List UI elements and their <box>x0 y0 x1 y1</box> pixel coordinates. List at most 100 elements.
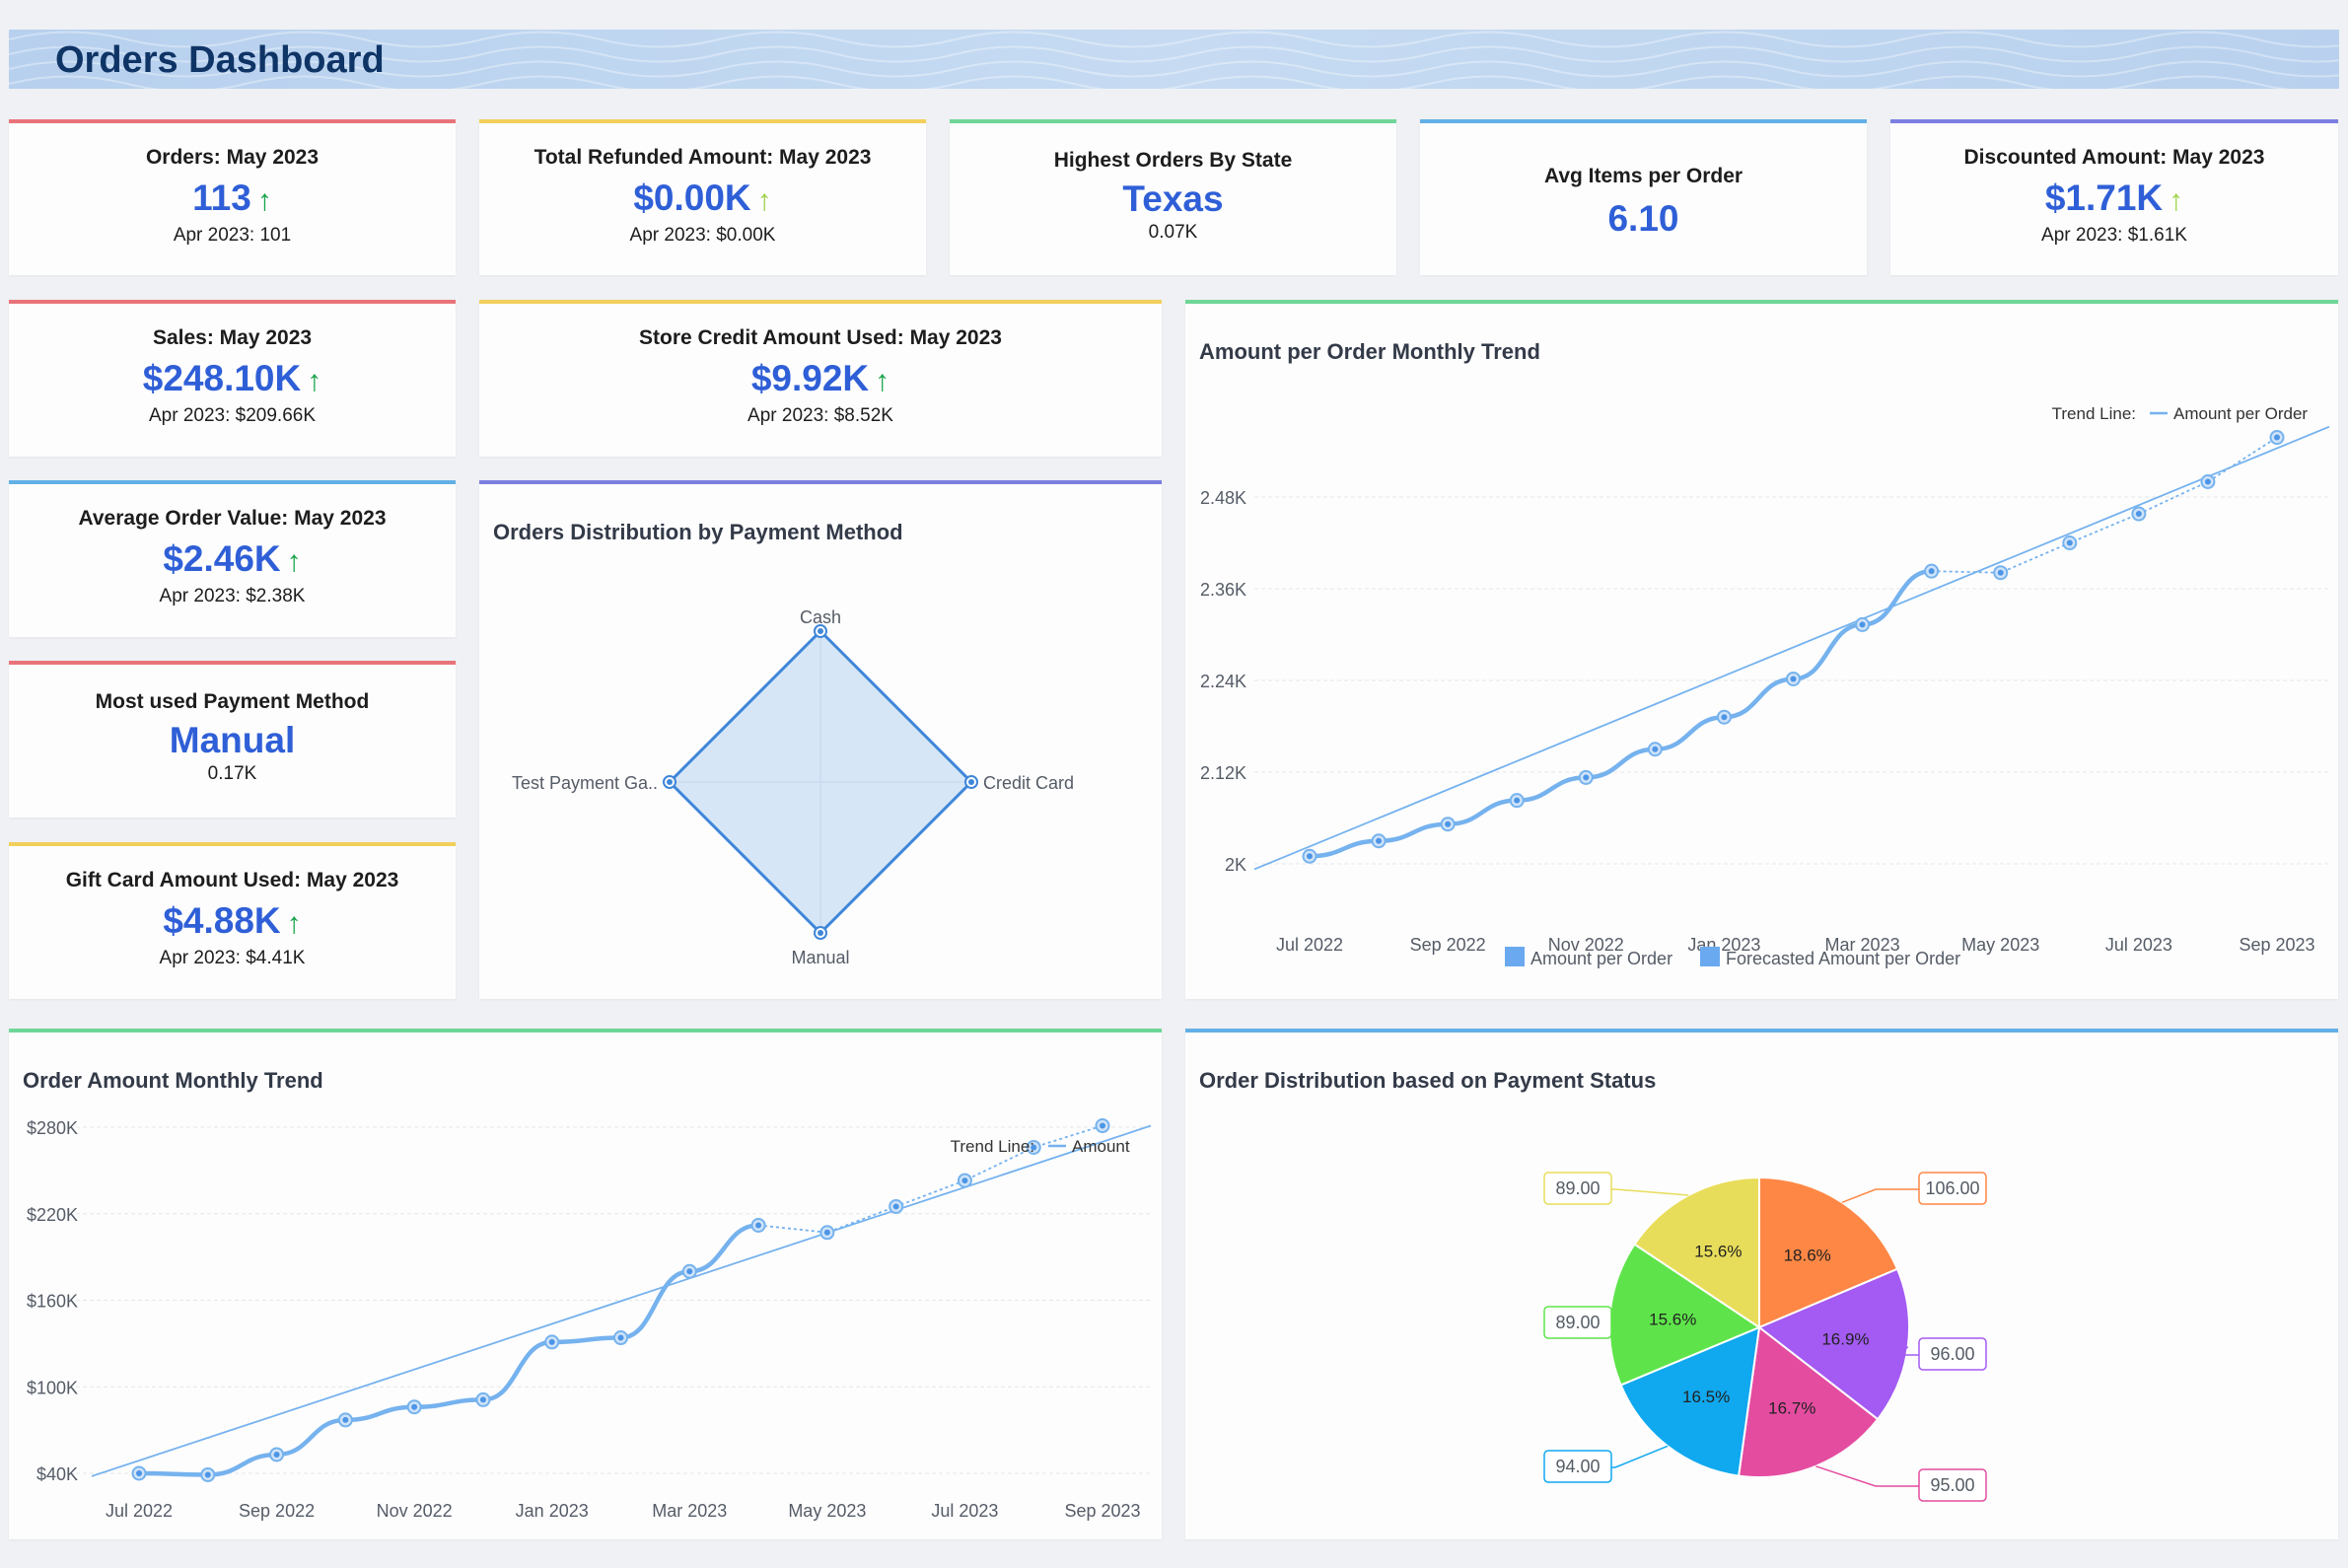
kpi-card-orders[interactable]: Orders: May 2023 113 ↑ Apr 2023: 101 <box>9 119 456 275</box>
data-point-core <box>273 1451 280 1458</box>
trend-line <box>1253 425 2330 871</box>
pie-slice <box>1758 1176 1899 1329</box>
legend-swatch <box>1700 947 1720 966</box>
x-tick-label: Jul 2023 <box>931 1501 998 1521</box>
pie-value-box <box>1918 1172 1987 1205</box>
series-line-actual <box>1309 568 1932 859</box>
kpi-title: Orders: May 2023 <box>145 146 320 169</box>
kpi-card-payment-method[interactable]: Most used Payment Method Manual 0.17K <box>9 661 456 818</box>
kpi-card-aov[interactable]: Average Order Value: May 2023 $2.46K ↑ Ap… <box>9 480 456 637</box>
data-point-core <box>1445 820 1452 827</box>
kpi-card-highest-state[interactable]: Highest Orders By State Texas 0.07K <box>950 119 1396 275</box>
chart-title: Order Distribution based on Payment Stat… <box>1199 1068 1657 1093</box>
pie-chart: 18.6% 106.00 16.9% 96.00 16.7% 95.00 16.5% 94.0… <box>1543 1172 1987 1502</box>
amount-per-order-trend-card[interactable]: Amount per Order Monthly Trend 2K 2.12K 2.… <box>1185 300 2338 999</box>
x-tick-label: Jul 2022 <box>106 1501 173 1521</box>
data-point-core <box>2066 539 2073 546</box>
data-point-core <box>342 1416 349 1423</box>
kpi-value: 6.10 <box>1607 198 1679 239</box>
x-tick-label: Mar 2023 <box>1825 935 1900 955</box>
pie-callout-line <box>1611 1445 1669 1468</box>
data-point-core <box>548 1338 555 1345</box>
radar-area <box>667 628 974 936</box>
pie-value-box <box>1918 1337 1987 1371</box>
data-point-core <box>204 1471 211 1478</box>
trend-line <box>91 1124 1152 1477</box>
data-point-core <box>136 1470 142 1476</box>
data-point-core <box>411 1403 418 1410</box>
pie-callout-line <box>1815 1465 1919 1487</box>
up-arrow-icon: ↑ <box>2169 184 2184 217</box>
series-line-forecast <box>1931 436 2278 574</box>
radar-point-core <box>667 779 673 785</box>
up-arrow-icon: ↑ <box>256 184 272 217</box>
dashboard-header: Orders Dashboard <box>9 30 2339 89</box>
pie-callout-line <box>1897 1346 1919 1356</box>
kpi-title: Discounted Amount: May 2023 <box>1963 146 2265 169</box>
y-tick-label: 2.24K <box>1200 672 1246 691</box>
x-tick-label: Sep 2023 <box>1064 1501 1140 1521</box>
kpi-previous: Apr 2023: 101 <box>173 225 292 246</box>
trend-legend-series: Amount per Order <box>2173 404 2308 423</box>
kpi-card-refunded[interactable]: Total Refunded Amount: May 2023 $0.00K ↑ … <box>479 119 926 275</box>
y-tick-label: 2.48K <box>1200 488 1246 508</box>
kpi-value: $248.10K <box>142 358 302 398</box>
data-point-core <box>1997 569 2004 576</box>
y-tick-label: $160K <box>27 1292 78 1312</box>
kpi-card-sales[interactable]: Sales: May 2023 $248.10K ↑ Apr 2023: $209… <box>9 300 456 457</box>
legend-label: Forecasted Amount per Order <box>1726 949 1960 968</box>
kpi-previous: 0.07K <box>1148 222 1198 243</box>
kpi-previous: Apr 2023: $4.41K <box>159 948 306 968</box>
pie-value-label: 96.00 <box>1930 1344 1974 1364</box>
kpi-previous: Apr 2023: $209.66K <box>148 405 317 426</box>
up-arrow-icon: ↑ <box>286 907 302 940</box>
kpi-title: Average Order Value: May 2023 <box>78 507 387 530</box>
kpi-card-avg-items[interactable]: Avg Items per Order 6.10 <box>1420 119 1867 275</box>
x-tick-label: Mar 2023 <box>652 1501 727 1521</box>
kpi-card-discounted[interactable]: Discounted Amount: May 2023 $1.71K ↑ Apr … <box>1890 119 2338 275</box>
kpi-value: $2.46K <box>163 538 281 579</box>
up-arrow-icon: ↑ <box>286 545 302 578</box>
pie-value-box <box>1543 1306 1612 1339</box>
pie-value-label: 89.00 <box>1555 1313 1600 1332</box>
pie-percent-label: 16.7% <box>1768 1399 1815 1418</box>
order-amount-trend-card[interactable]: Order Amount Monthly Trend $40K $100K $160… <box>9 1029 1162 1539</box>
kpi-title: Gift Card Amount Used: May 2023 <box>65 869 399 891</box>
kpi-card-store-credit[interactable]: Store Credit Amount Used: May 2023 $9.92… <box>479 300 1162 457</box>
chart-title: Orders Distribution by Payment Method <box>493 520 903 544</box>
kpi-value: 113 <box>192 178 251 218</box>
data-point-core <box>1376 837 1383 844</box>
kpi-title: Sales: May 2023 <box>152 326 313 349</box>
trend-legend-label: Trend Line: <box>951 1137 1034 1156</box>
radar-point-core <box>818 930 823 936</box>
pie-percent-label: 15.6% <box>1694 1242 1742 1260</box>
kpi-value: $9.92K <box>750 358 870 398</box>
kpi-card-gift-card[interactable]: Gift Card Amount Used: May 2023 $4.88K ↑ … <box>9 842 456 999</box>
pie-slice <box>1633 1176 1760 1329</box>
data-point-core <box>2274 434 2280 441</box>
x-tick-label: May 2023 <box>1961 935 2039 955</box>
pie-value-box <box>1543 1450 1612 1483</box>
kpi-previous: Apr 2023: $8.52K <box>747 405 893 426</box>
x-tick-label: Jul 2023 <box>2105 935 2172 955</box>
data-point-core <box>961 1177 968 1184</box>
pie-callout-line <box>1841 1188 1919 1203</box>
radar-chart-card[interactable]: Orders Distribution by Payment Method Ca… <box>479 480 1162 999</box>
payment-status-pie-card[interactable]: Order Distribution based on Payment Stat… <box>1185 1029 2338 1539</box>
kpi-title: Total Refunded Amount: May 2023 <box>534 146 872 169</box>
pie-percent-label: 16.9% <box>1821 1329 1869 1348</box>
x-tick-label: Sep 2022 <box>1410 935 1486 955</box>
chart-title: Amount per Order Monthly Trend <box>1199 339 1540 364</box>
data-point-core <box>1100 1122 1105 1129</box>
data-point-core <box>617 1334 624 1341</box>
kpi-previous: Apr 2023: $0.00K <box>629 225 776 246</box>
x-tick-label: May 2023 <box>788 1501 866 1521</box>
radar-category-label: Cash <box>800 607 841 627</box>
pie-value-label: 106.00 <box>1925 1178 1979 1198</box>
kpi-title: Avg Items per Order <box>1543 165 1743 187</box>
line-chart: $40K $100K $160K $220K $280K Jul 2022 Sep 2022… <box>27 1118 1153 1521</box>
kpi-title: Store Credit Amount Used: May 2023 <box>639 326 1002 349</box>
line-chart: 2K 2.12K 2.24K 2.36K 2.48K Jul 2022 Sep 2022 No… <box>1200 404 2330 968</box>
up-arrow-icon: ↑ <box>875 365 890 397</box>
data-point-core <box>1859 621 1866 628</box>
